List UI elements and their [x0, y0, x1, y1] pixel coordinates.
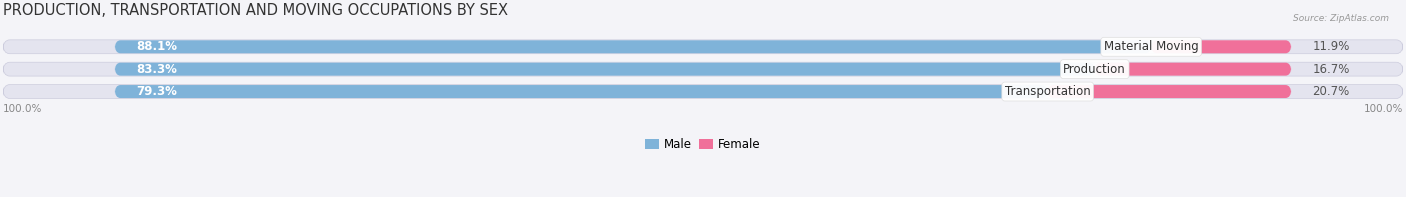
Text: 16.7%: 16.7% — [1312, 63, 1350, 76]
FancyBboxPatch shape — [1152, 40, 1291, 53]
FancyBboxPatch shape — [115, 63, 1095, 76]
Legend: Male, Female: Male, Female — [644, 137, 762, 152]
FancyBboxPatch shape — [3, 62, 1403, 76]
Text: Transportation: Transportation — [1005, 85, 1091, 98]
Text: 83.3%: 83.3% — [136, 63, 177, 76]
FancyBboxPatch shape — [3, 40, 1403, 54]
FancyBboxPatch shape — [1047, 85, 1291, 98]
Text: 100.0%: 100.0% — [3, 104, 42, 114]
FancyBboxPatch shape — [115, 85, 1047, 98]
Text: 20.7%: 20.7% — [1312, 85, 1350, 98]
FancyBboxPatch shape — [3, 85, 1403, 98]
FancyBboxPatch shape — [1095, 63, 1291, 76]
Text: 79.3%: 79.3% — [136, 85, 177, 98]
Text: Material Moving: Material Moving — [1104, 40, 1198, 53]
FancyBboxPatch shape — [115, 40, 1152, 53]
Text: 88.1%: 88.1% — [136, 40, 177, 53]
Text: Source: ZipAtlas.com: Source: ZipAtlas.com — [1294, 14, 1389, 23]
Text: Production: Production — [1063, 63, 1126, 76]
Text: PRODUCTION, TRANSPORTATION AND MOVING OCCUPATIONS BY SEX: PRODUCTION, TRANSPORTATION AND MOVING OC… — [3, 3, 508, 18]
Text: 11.9%: 11.9% — [1312, 40, 1350, 53]
Text: 100.0%: 100.0% — [1364, 104, 1403, 114]
